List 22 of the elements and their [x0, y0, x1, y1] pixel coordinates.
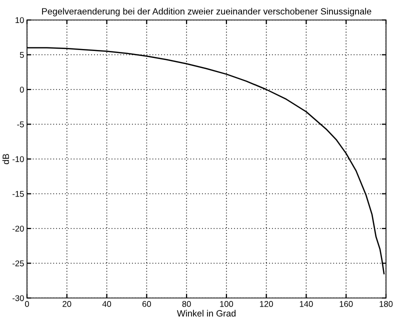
x-tick-label: 140	[300, 301, 313, 307]
y-tick-label: -25	[12, 260, 24, 266]
x-tick-label: 100	[220, 301, 234, 307]
y-axis-title: dB	[2, 154, 10, 164]
x-tick-label: 0	[25, 301, 29, 307]
y-tick-label: -15	[12, 191, 24, 197]
y-tick-label: -5	[17, 122, 24, 128]
chart-title: Pegelveraenderung bei der Addition zweier zueinander verschobener Sinussignale	[42, 8, 372, 16]
y-tick-label: -10	[12, 156, 24, 162]
x-tick-label: 60	[142, 301, 151, 307]
x-tick-label: 180	[380, 301, 393, 307]
y-tick-label: 5	[20, 52, 24, 58]
y-tick-label: 0	[20, 86, 24, 93]
x-tick-label: 20	[62, 301, 72, 307]
y-tick-label: -30	[12, 295, 24, 302]
x-axis-title: Winkel in Grad	[176, 310, 236, 317]
x-tick-label: 80	[182, 301, 191, 307]
x-tick-label: 120	[260, 301, 273, 307]
y-tick-label: 10	[16, 17, 24, 24]
y-tick-label: -20	[12, 226, 24, 232]
x-tick-label: 160	[340, 301, 353, 307]
x-tick-label: 40	[102, 301, 112, 307]
